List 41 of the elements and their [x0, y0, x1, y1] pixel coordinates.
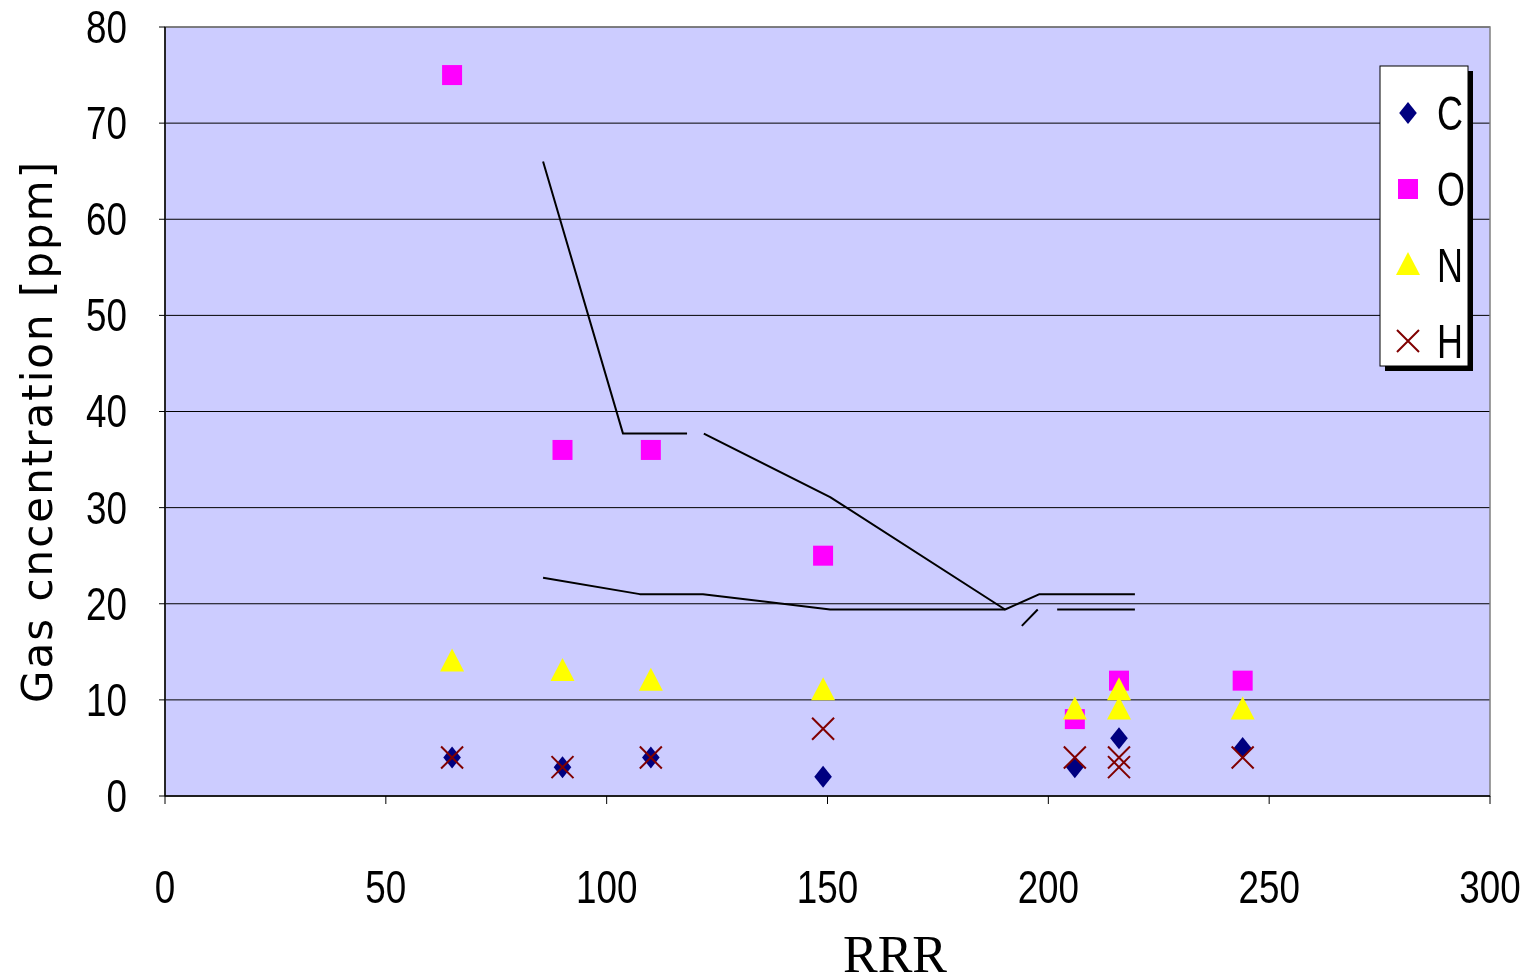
y-tick-label: 70 [86, 97, 127, 150]
legend-label: C [1437, 87, 1463, 141]
legend-label: N [1437, 239, 1463, 293]
x-tick-label: 300 [1459, 861, 1521, 913]
point [813, 545, 834, 566]
point [638, 667, 663, 691]
y-tick-label: 30 [86, 481, 127, 534]
y-tick-label: 20 [86, 577, 127, 630]
y-axis-title: Gas cncentration [ppm] [13, 159, 62, 704]
point [1110, 727, 1128, 750]
point [550, 658, 575, 682]
x-axis-title: RRR [842, 926, 948, 980]
point [1062, 696, 1087, 720]
point [811, 716, 836, 741]
point [640, 439, 661, 460]
point [552, 439, 573, 460]
point [811, 677, 836, 701]
point [1230, 745, 1255, 770]
point [442, 65, 463, 86]
y-tick-label: 10 [86, 673, 127, 726]
point [1062, 745, 1087, 770]
x-tick-label: 150 [796, 861, 859, 913]
point [814, 765, 832, 788]
y-tick-label: 50 [86, 289, 127, 342]
x-tick-label: 50 [365, 861, 407, 913]
legend-label: H [1437, 315, 1463, 369]
x-tick-label: 100 [575, 861, 638, 913]
y-tick-label: 0 [106, 770, 127, 822]
y-tick-label: 40 [86, 385, 127, 438]
legend-label: O [1437, 163, 1465, 217]
point [440, 648, 465, 672]
point [1107, 755, 1131, 780]
point [1232, 670, 1253, 691]
x-tick-label: 0 [154, 861, 176, 913]
y-tick-label: 60 [86, 193, 127, 246]
x-tick-label: 200 [1017, 861, 1080, 913]
point [1107, 677, 1131, 701]
point [1107, 745, 1131, 770]
point [1230, 696, 1255, 720]
y-tick-label: 80 [86, 1, 127, 53]
x-tick-label: 250 [1238, 861, 1300, 913]
